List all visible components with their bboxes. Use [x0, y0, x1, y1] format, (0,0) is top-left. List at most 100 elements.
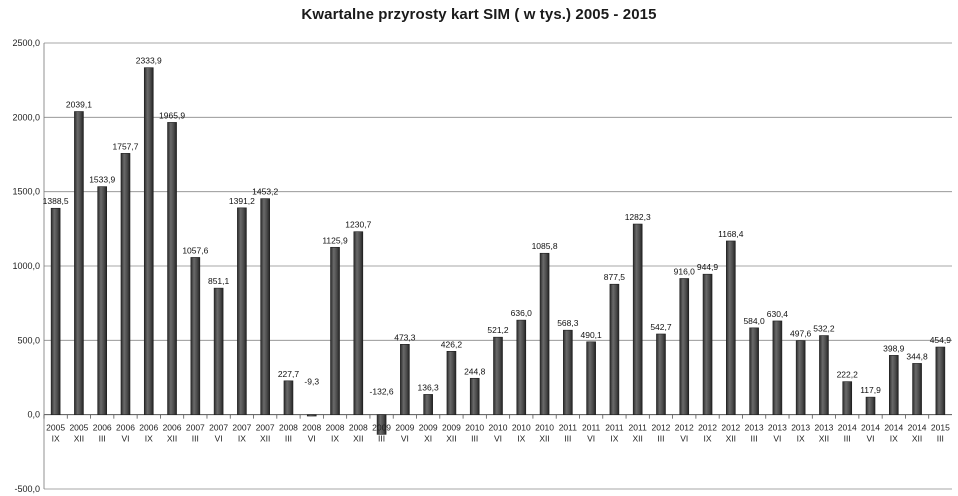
data-label: 944,9 — [697, 262, 719, 272]
x-tick-period: III — [471, 434, 478, 444]
x-tick-period: XII — [539, 434, 549, 444]
bar — [353, 231, 364, 415]
data-label: 426,2 — [441, 339, 463, 349]
x-tick-period: VI — [121, 434, 129, 444]
data-label: 1965,9 — [159, 110, 185, 120]
x-tick-year: 2011 — [629, 423, 648, 433]
x-tick-year: 2013 — [745, 423, 764, 433]
x-tick-year: 2012 — [652, 423, 671, 433]
bar — [120, 153, 131, 415]
x-tick-period: VI — [494, 434, 502, 444]
data-label: 1282,3 — [625, 212, 651, 222]
x-tick-period: XII — [819, 434, 829, 444]
bar — [283, 380, 294, 415]
data-label: 1388,5 — [43, 196, 69, 206]
bar — [702, 273, 713, 415]
x-tick-period: VI — [587, 434, 595, 444]
bar — [726, 240, 736, 415]
x-tick-year: 2010 — [465, 423, 484, 433]
bar — [609, 283, 620, 415]
x-tick-period: VI — [866, 434, 874, 444]
bar — [912, 363, 922, 415]
data-label: 117,9 — [860, 385, 881, 395]
data-label: 222,2 — [837, 370, 859, 380]
data-label: 636,0 — [511, 308, 533, 318]
x-tick-year: 2012 — [675, 423, 694, 433]
bar — [143, 67, 154, 415]
data-label: 851,1 — [208, 276, 230, 286]
x-tick-year: 2006 — [163, 423, 182, 433]
x-tick-year: 2009 — [395, 423, 414, 433]
data-label: 542,7 — [650, 322, 672, 332]
x-tick-period: VI — [773, 434, 781, 444]
data-label: 398,9 — [883, 343, 905, 353]
y-tick-label: -500,0 — [14, 484, 40, 494]
x-tick-year: 2013 — [791, 423, 810, 433]
data-label: 473,3 — [394, 332, 416, 342]
bar — [586, 341, 596, 415]
bar — [516, 319, 527, 415]
bar — [632, 223, 643, 415]
x-tick-year: 2012 — [721, 423, 740, 433]
x-tick-year: 2007 — [232, 423, 251, 433]
data-label: -9,3 — [304, 377, 319, 387]
x-tick-period: XII — [260, 434, 270, 444]
x-tick-period: VI — [215, 434, 223, 444]
x-tick-period: IX — [145, 434, 153, 444]
data-label: 532,2 — [813, 324, 835, 334]
x-tick-period: XII — [632, 434, 642, 444]
y-tick-label: 2000,0 — [12, 112, 40, 122]
y-tick-label: 500,0 — [17, 335, 40, 345]
x-tick-year: 2011 — [582, 423, 601, 433]
x-tick-period: IX — [610, 434, 618, 444]
x-tick-year: 2005 — [69, 423, 88, 433]
x-tick-year: 2007 — [209, 423, 228, 433]
x-tick-period: XII — [446, 434, 456, 444]
x-tick-period: IX — [797, 434, 805, 444]
x-tick-year: 2014 — [861, 423, 880, 433]
x-tick-year: 2010 — [535, 423, 554, 433]
data-label: 916,0 — [674, 266, 696, 276]
bar — [423, 394, 433, 415]
bar — [400, 344, 410, 415]
x-tick-year: 2006 — [116, 423, 135, 433]
x-tick-year: 2014 — [884, 423, 903, 433]
x-tick-period: IX — [238, 434, 246, 444]
x-tick-period: IX — [331, 434, 339, 444]
x-tick-period: XII — [353, 434, 363, 444]
bar — [888, 355, 899, 415]
bar — [446, 351, 457, 415]
data-label: 1057,6 — [182, 245, 208, 255]
bar — [493, 336, 503, 415]
y-tick-label: 0,0 — [27, 410, 40, 420]
x-tick-period: IX — [517, 434, 525, 444]
x-tick-period: III — [844, 434, 851, 444]
data-label: 1757,7 — [112, 141, 138, 151]
data-label: 490,1 — [580, 330, 602, 340]
x-tick-period: III — [751, 434, 758, 444]
x-tick-period: XII — [726, 434, 736, 444]
x-tick-period: IX — [890, 434, 898, 444]
x-tick-period: III — [285, 434, 292, 444]
bar — [772, 320, 783, 415]
data-label: 1085,8 — [532, 241, 558, 251]
x-tick-year: 2014 — [838, 423, 857, 433]
y-tick-label: 1000,0 — [12, 261, 40, 271]
x-tick-period: VI — [680, 434, 688, 444]
bar — [656, 333, 666, 415]
bar — [679, 278, 690, 415]
x-tick-period: VI — [308, 434, 316, 444]
data-label: 1230,7 — [345, 220, 371, 230]
x-tick-period: XII — [912, 434, 922, 444]
bar — [167, 122, 177, 415]
y-tick-label: 2500,0 — [12, 38, 40, 48]
bar — [97, 186, 108, 415]
data-label: -132,6 — [370, 387, 394, 397]
bar — [190, 257, 201, 415]
data-label: 1533,9 — [89, 175, 115, 185]
x-tick-year: 2008 — [302, 423, 321, 433]
x-tick-year: 2008 — [279, 423, 298, 433]
bar — [795, 340, 806, 415]
data-label: 497,6 — [790, 329, 812, 339]
data-label: 1168,4 — [718, 229, 744, 239]
